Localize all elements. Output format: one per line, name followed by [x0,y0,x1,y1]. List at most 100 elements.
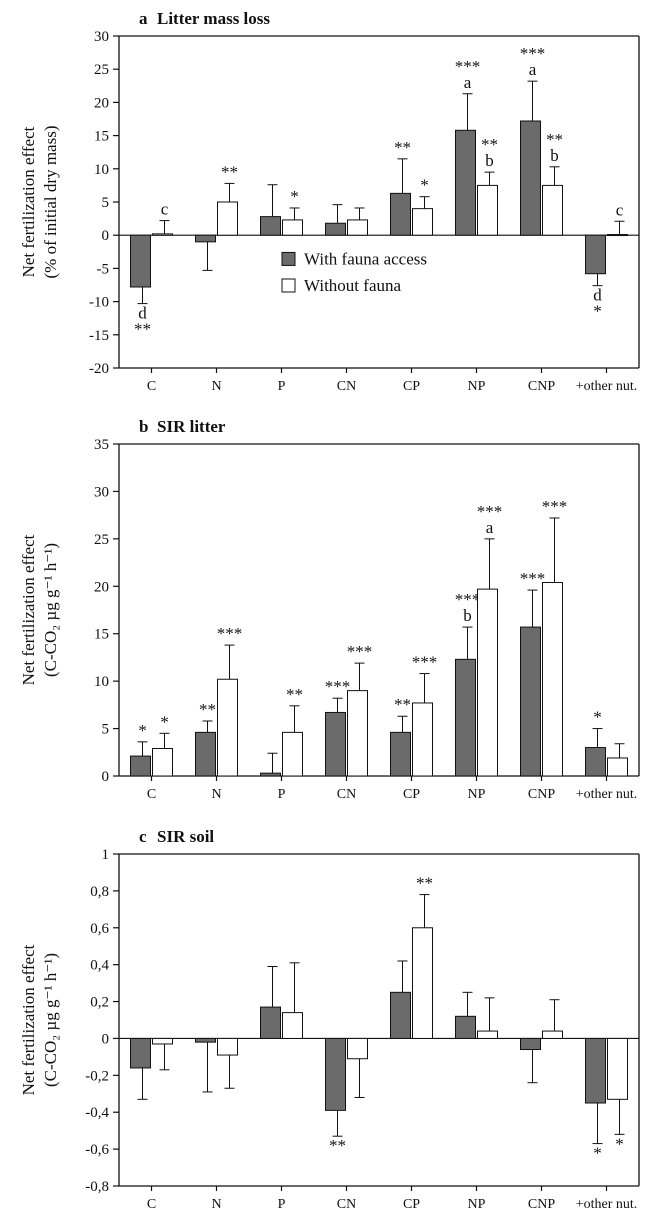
significance-label: ** [329,1136,346,1155]
significance-label: *** a [520,44,546,79]
y-tick-label: -10 [89,295,109,311]
bar-without-fauna [542,581,563,777]
panels: a Litter mass loss-20-15-10-5051015202530… [19,9,640,1212]
bar-with-fauna [130,755,151,777]
category-label: CP [403,787,420,802]
panel-letter: b [139,417,148,436]
y-tick-label: 0,4 [90,958,109,974]
panel-letter: a [139,9,148,28]
legend-swatch-without-fauna [281,278,296,293]
bar-without-fauna [217,1037,238,1056]
y-tick-label: 10 [94,674,109,690]
bar-without-fauna [607,1037,628,1100]
significance-label: ** [221,162,238,181]
y-tick-label: -5 [97,261,110,277]
bar-without-fauna [282,219,303,236]
bar-with-fauna [130,234,151,288]
bar-with-fauna [585,1037,606,1104]
y-axis-label-units: (% of initial dry mass) [41,126,60,279]
y-tick-label: 15 [94,627,109,643]
significance-label: *** [520,569,546,588]
bar-without-fauna [217,201,238,236]
bar-without-fauna [347,1037,368,1060]
bar-with-fauna [195,731,216,777]
y-tick-label: -0,2 [85,1068,109,1084]
bar-without-fauna [412,927,433,1039]
significance-label: d ** [134,304,151,339]
y-tick-label: 0 [102,1031,110,1047]
y-tick-label: 35 [94,437,109,453]
bar-with-fauna [260,772,281,777]
bar-without-fauna [607,234,628,237]
significance-label: *** [347,642,373,661]
significance-label: ** [394,138,411,157]
category-label: N [211,787,221,802]
category-label: C [147,379,156,394]
y-axis-label-units: (C-CO₂ µg g⁻¹ h⁻¹) [41,543,60,677]
bar-without-fauna [347,690,368,777]
category-label: CN [337,379,356,394]
category-label: +other nut. [576,1197,638,1212]
y-tick-label: 0,2 [90,995,109,1011]
bar-without-fauna [282,731,303,777]
chart-panel-c: c SIR soil -0,8 -0,6 -0,4 -0,2 0 0,2 0,4 0,6 0,8 1 N… [19,827,640,1212]
category-label: N [211,379,221,394]
bar-without-fauna [152,747,173,777]
category-label: CP [403,1197,420,1212]
y-axis-label-units: (C-CO₂ µg g⁻¹ h⁻¹) [41,953,60,1087]
bar-without-fauna [282,1012,303,1039]
category-label: +other nut. [576,379,638,394]
category-label: CNP [528,787,555,802]
chart-panel-a: a Litter mass loss -20 -15 -10 -5 0 5 10 15 20 25 30… [19,9,640,394]
significance-label: * [290,187,299,206]
bar-without-fauna [412,702,433,777]
category-label: CN [337,787,356,802]
y-tick-label: 20 [94,95,109,111]
y-tick-label: 0 [102,769,110,785]
y-axis-label: Net fertilization effect [19,126,38,277]
significance-label: ** [286,685,303,704]
category-label: P [278,1197,286,1212]
bar-without-fauna [542,184,563,236]
bar-without-fauna [542,1030,563,1039]
category-label: NP [468,379,486,394]
y-tick-label: 0 [102,228,110,244]
legend-label-with-fauna: With fauna access [304,249,427,268]
bar-with-fauna [585,234,606,275]
y-tick-label: 25 [94,62,109,78]
y-tick-label: 20 [94,579,109,595]
bar-without-fauna [347,219,368,236]
y-tick-label: 5 [102,195,110,211]
chart-panel-b: b SIR litter 0 5 10 15 20 25 30 35 Net fertilizati… [19,417,640,802]
y-tick-label: 5 [102,722,110,738]
significance-label: ** [416,874,433,893]
y-tick-label: 1 [102,847,110,863]
significance-label: *** [542,497,568,516]
category-label: P [278,787,286,802]
bar-with-fauna [195,1037,216,1043]
significance-label: d * [593,286,602,321]
category-label: CP [403,379,420,394]
bar-with-fauna [390,192,411,236]
bar-without-fauna [412,208,433,236]
bar-with-fauna [455,658,476,777]
category-label: NP [468,1197,486,1212]
significance-label: * [593,708,602,727]
y-tick-label: 0,6 [90,921,109,937]
significance-label: *** a [455,57,481,92]
bar-with-fauna [260,216,281,236]
significance-label: ** [199,700,216,719]
legend-label-without-fauna: Without fauna [304,276,401,295]
significance-label: * [593,1144,602,1163]
chart-title: SIR soil [157,827,214,846]
bar-without-fauna [152,233,173,236]
category-label: CN [337,1197,356,1212]
significance-label: *** a [477,502,503,537]
bar-with-fauna [390,731,411,777]
bar-without-fauna [607,757,628,777]
significance-label: * [138,721,147,740]
y-axis-label: Net fertilization effect [19,534,38,685]
bar-with-fauna [325,711,346,777]
y-tick-label: -15 [89,328,109,344]
